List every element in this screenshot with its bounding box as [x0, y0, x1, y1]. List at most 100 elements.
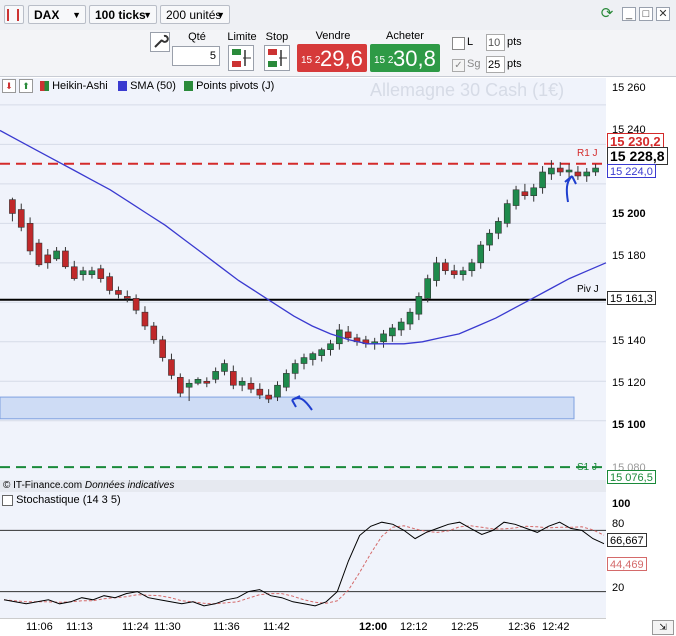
chevron-down-icon: ▼: [216, 10, 225, 20]
legend-sma[interactable]: SMA (50): [118, 79, 176, 94]
candle-body: [468, 262, 476, 272]
resize-grip-icon[interactable]: ⇲: [652, 620, 674, 635]
legend-pivots[interactable]: Points pivots (J): [184, 79, 274, 94]
scroll-left-icon[interactable]: ⬇ ⬆: [2, 79, 34, 94]
candle-body: [132, 298, 140, 311]
price-tick: 15 140: [612, 335, 646, 347]
candle-body: [433, 262, 440, 281]
qty-input[interactable]: [172, 46, 220, 66]
sg-label: Sg: [467, 58, 481, 70]
legend-heikin-ashi[interactable]: Heikin-Ashi: [40, 79, 108, 94]
pane-separator[interactable]: [0, 480, 606, 492]
candle-body: [203, 380, 211, 384]
symbol-dropdown[interactable]: DAX ▼: [28, 5, 86, 24]
candle-body: [150, 325, 158, 341]
buy-label: Acheter: [386, 30, 424, 42]
l-input[interactable]: [486, 34, 505, 51]
support-zone: [0, 396, 575, 420]
candle-body: [70, 266, 78, 279]
candle-body: [9, 199, 16, 214]
order-bar: Qté Limite Stop Vendre 15 2 29,6 Acheter…: [0, 30, 676, 77]
time-tick: 11:13: [66, 621, 93, 633]
symbol-label: DAX: [34, 8, 60, 22]
chevron-down-icon: ▼: [143, 10, 152, 20]
candle-body: [291, 363, 299, 374]
sell-label: Vendre: [315, 30, 351, 42]
time-tick: 11:36: [213, 621, 240, 633]
candle-body: [583, 171, 591, 177]
candle-body: [79, 270, 87, 275]
candle-body: [495, 221, 502, 234]
sma-price-tag: 15 224,0: [607, 164, 656, 178]
candle-body: [17, 209, 25, 228]
chart-type-dropdown[interactable]: [4, 5, 24, 24]
sg-input[interactable]: [486, 56, 505, 73]
last-price-tag: 15 228,8: [607, 147, 668, 165]
candle-body: [35, 242, 43, 266]
stoch-tick: 100: [612, 498, 631, 510]
stoch-tick: 80: [612, 518, 625, 530]
wrench-icon[interactable]: [150, 32, 170, 52]
candle-body: [309, 353, 317, 360]
candle-body: [212, 371, 219, 380]
sell-price: 29,6: [320, 46, 363, 71]
scroll-up-icon[interactable]: ⬆: [19, 79, 34, 93]
candle-body: [574, 171, 582, 177]
bar-chart-icon: [7, 9, 19, 21]
candle-body: [486, 232, 493, 246]
candle-body: [230, 371, 237, 386]
candle-body: [592, 167, 599, 173]
candle-body: [123, 296, 131, 299]
candle-body: [397, 321, 405, 331]
candle-body: [274, 384, 281, 398]
minimize-icon[interactable]: _: [622, 7, 636, 21]
r1-label: R1 J: [577, 148, 598, 159]
buy-prefix: 15 2: [374, 55, 394, 66]
time-tick: 11:30: [154, 621, 181, 633]
sell-button[interactable]: 15 2 29,6: [297, 44, 367, 72]
candle-body: [406, 311, 414, 325]
chevron-down-icon: ▼: [72, 10, 81, 20]
interval-label: 100 ticks: [95, 8, 146, 22]
candle-body: [389, 327, 396, 337]
price-tick: 15 260: [612, 82, 646, 94]
candle-body: [115, 290, 122, 295]
limit-order-button[interactable]: [228, 45, 254, 71]
close-icon[interactable]: ✕: [656, 7, 670, 21]
sg-unit: pts: [507, 58, 522, 70]
stop-order-button[interactable]: [264, 45, 290, 71]
sma-line: [0, 129, 607, 345]
candle-body: [44, 254, 52, 264]
candle-body: [380, 333, 387, 343]
buy-price: 30,8: [393, 46, 436, 71]
buy-button[interactable]: 15 2 30,8: [370, 44, 440, 72]
candle-body: [221, 363, 228, 372]
time-axis[interactable]: [0, 618, 606, 636]
candle-body: [194, 379, 202, 384]
units-dropdown[interactable]: 200 unités ▼: [160, 5, 230, 24]
annotation-arrow-icon: [564, 175, 577, 203]
candle-body: [442, 262, 449, 272]
limit-label: Limite: [227, 31, 257, 43]
candle-body: [530, 187, 538, 196]
candle-body: [168, 359, 175, 376]
candle-body: [459, 270, 467, 275]
candle-body: [477, 244, 485, 264]
stoch-legend[interactable]: Stochastique (14 3 5): [2, 494, 121, 506]
l-checkbox[interactable]: [452, 37, 465, 50]
maximize-icon[interactable]: □: [639, 7, 653, 21]
copyright-note: Données indicatives: [84, 480, 175, 491]
candle-body: [415, 296, 423, 315]
sg-checkbox[interactable]: ✓: [452, 59, 465, 72]
candle-body: [503, 203, 511, 224]
limit-order-icon: [232, 49, 251, 67]
top-toolbar: DAX ▼ 100 ticks ▼ 200 unités ▼ ⟳ _ □ ✕: [0, 0, 676, 31]
refresh-icon[interactable]: ⟳: [600, 5, 614, 22]
copyright-text: © IT-Finance.com: [3, 480, 83, 491]
candle-body: [26, 223, 34, 252]
candle-body: [327, 343, 334, 350]
candle-body: [512, 189, 520, 206]
time-tick: 12:00: [359, 621, 388, 633]
interval-dropdown[interactable]: 100 ticks ▼: [89, 5, 157, 24]
